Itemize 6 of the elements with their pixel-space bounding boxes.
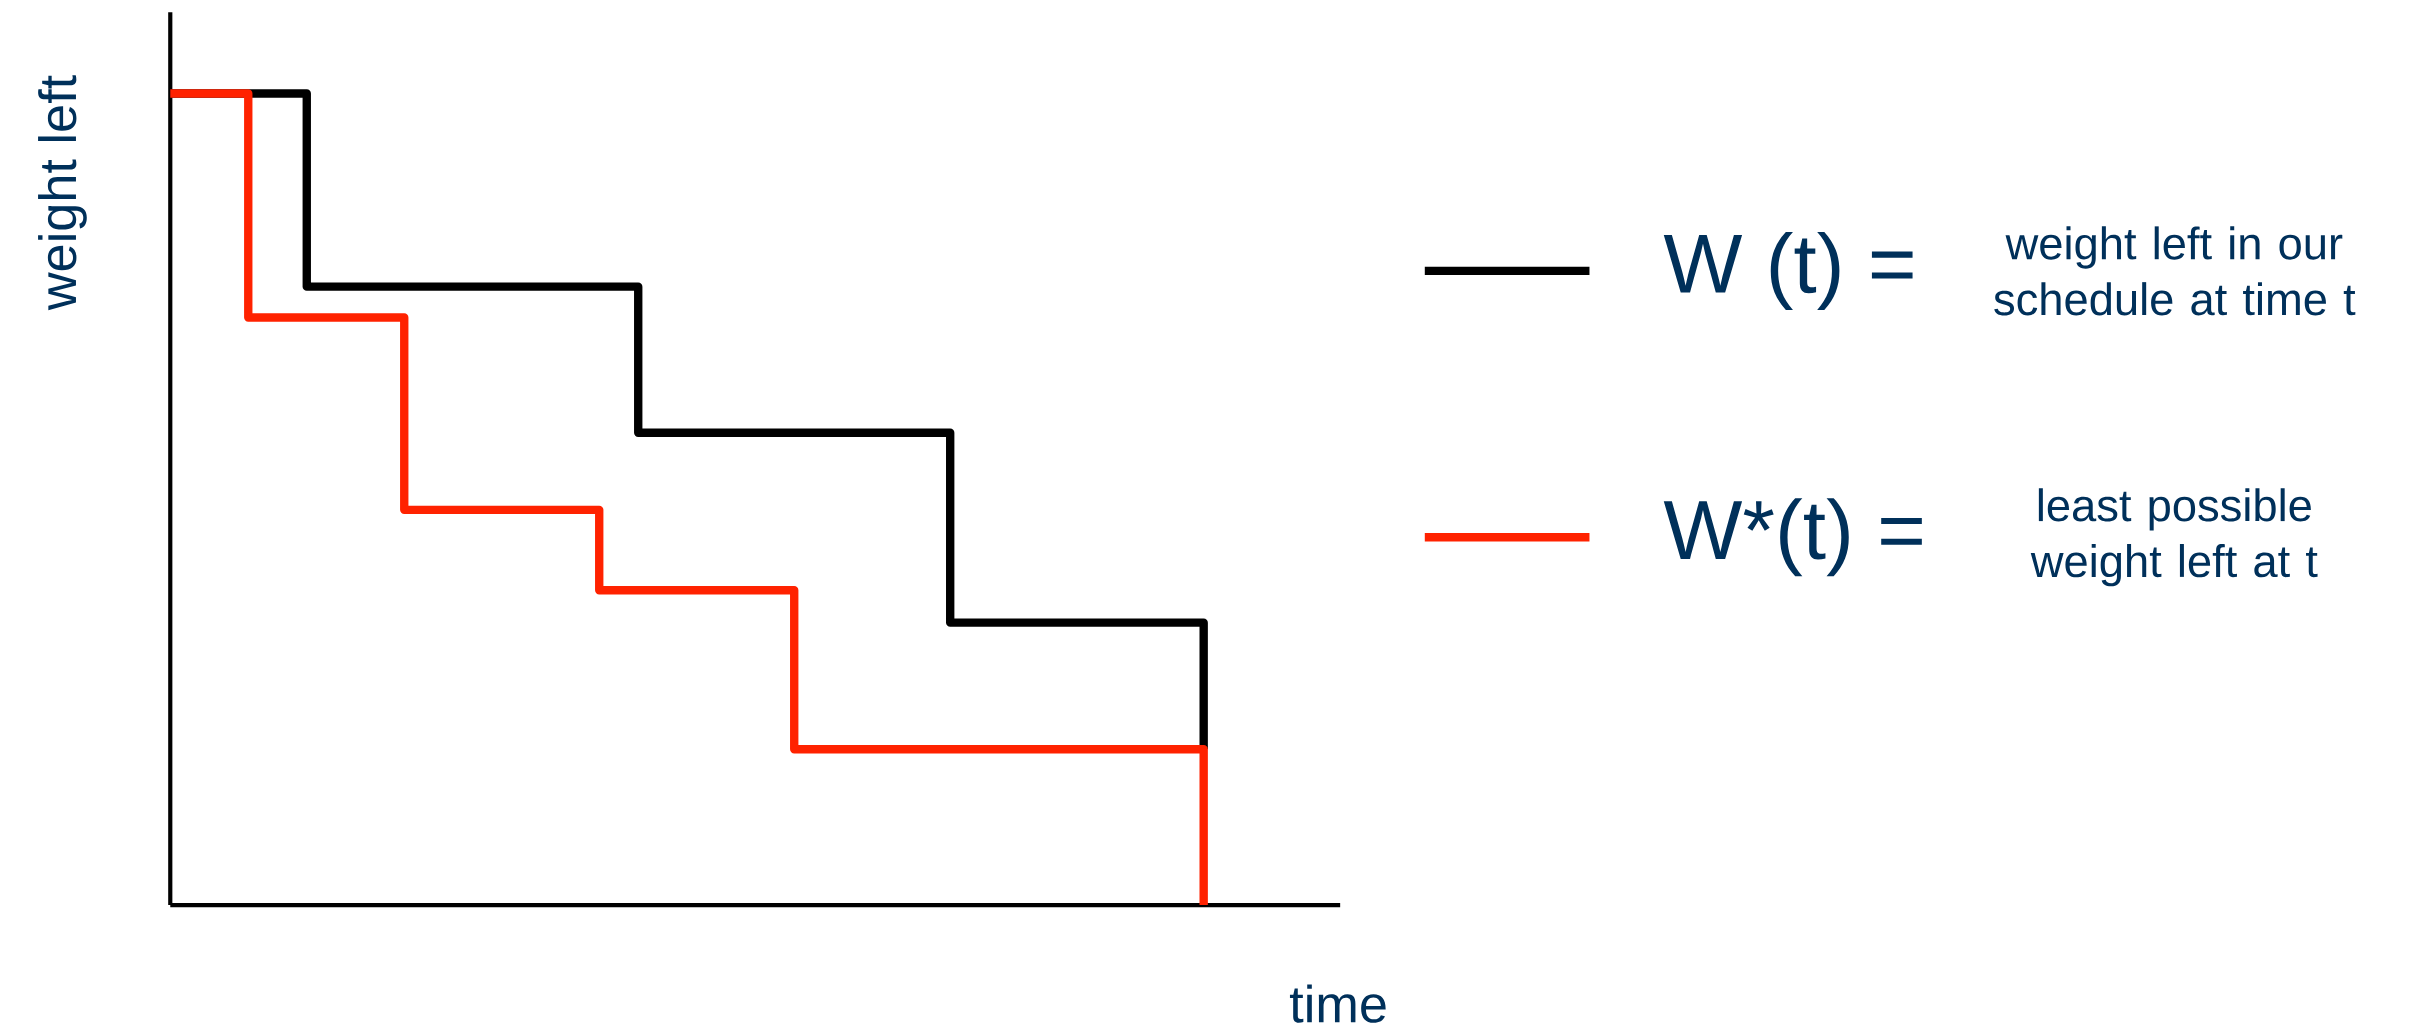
text: least possible weight left at t xyxy=(2030,488,2318,587)
text: weight left in our schedule at time t xyxy=(1994,226,2356,316)
legend-label: W (t) = xyxy=(1663,231,1913,310)
x-axis-title: time xyxy=(1289,984,1386,1023)
legend-label: W*(t) = xyxy=(1663,498,1922,577)
y-axis-title: weight left xyxy=(38,74,87,311)
